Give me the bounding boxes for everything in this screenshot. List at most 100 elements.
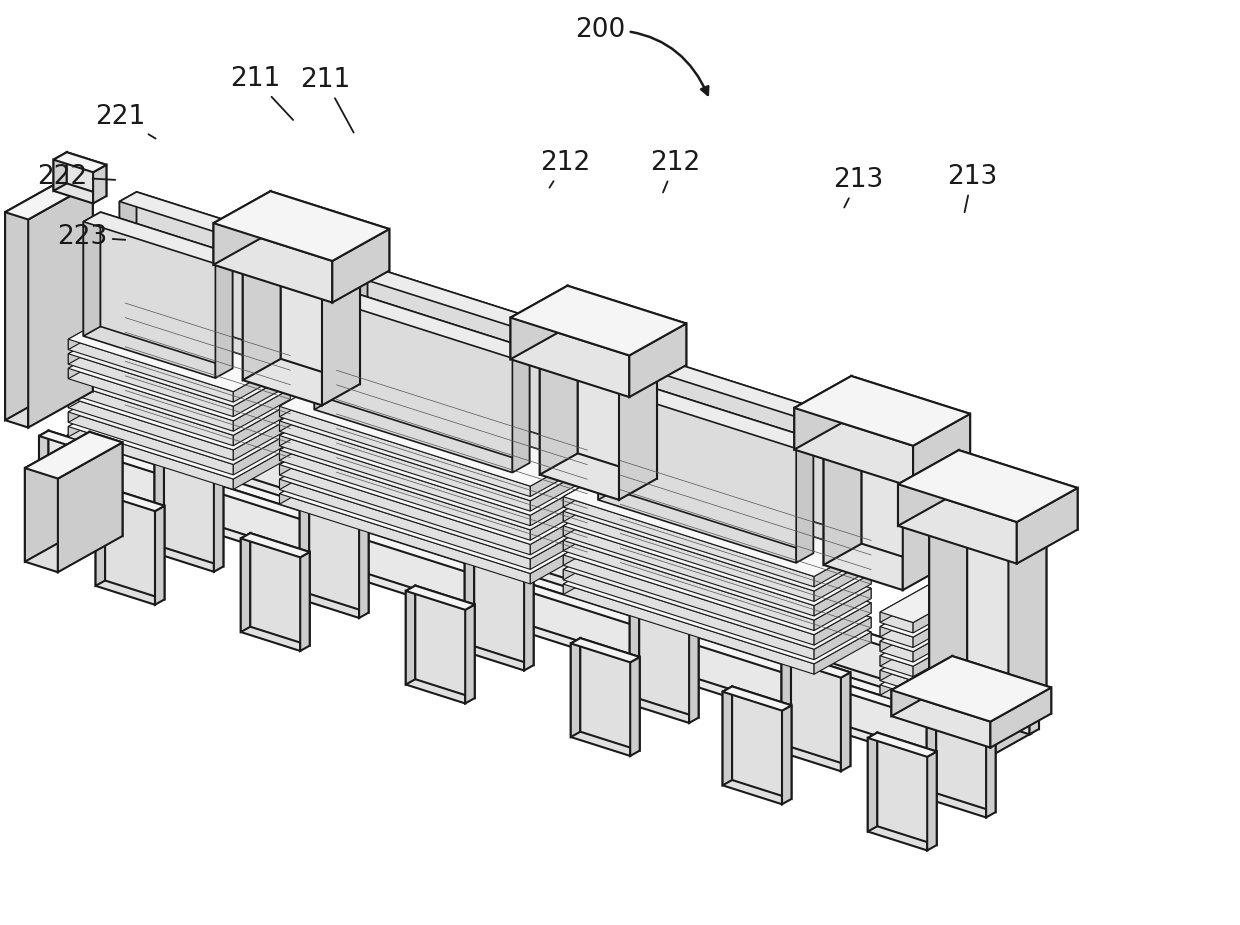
Polygon shape — [511, 286, 568, 359]
Polygon shape — [5, 212, 29, 427]
Polygon shape — [723, 692, 782, 804]
Polygon shape — [815, 574, 870, 616]
Polygon shape — [926, 699, 936, 798]
Polygon shape — [213, 191, 270, 265]
Polygon shape — [465, 552, 474, 651]
Polygon shape — [465, 558, 525, 671]
Polygon shape — [952, 656, 1052, 713]
Polygon shape — [862, 413, 941, 569]
Polygon shape — [25, 432, 89, 561]
Polygon shape — [279, 450, 531, 540]
Polygon shape — [913, 591, 970, 633]
Polygon shape — [247, 243, 356, 292]
Polygon shape — [68, 322, 125, 364]
Polygon shape — [620, 509, 870, 598]
Polygon shape — [279, 462, 588, 574]
Polygon shape — [929, 488, 1047, 536]
Polygon shape — [892, 690, 991, 747]
Polygon shape — [1029, 687, 1039, 734]
Polygon shape — [937, 638, 970, 660]
Polygon shape — [125, 380, 290, 443]
Text: 213: 213 — [833, 167, 883, 207]
Polygon shape — [53, 153, 107, 172]
Polygon shape — [629, 324, 686, 397]
Polygon shape — [880, 580, 937, 623]
Polygon shape — [125, 365, 290, 428]
Polygon shape — [300, 552, 310, 651]
Polygon shape — [563, 497, 815, 586]
Polygon shape — [880, 595, 970, 637]
Polygon shape — [279, 403, 588, 515]
Polygon shape — [543, 338, 653, 387]
Polygon shape — [892, 656, 1052, 722]
Polygon shape — [83, 212, 100, 336]
Polygon shape — [243, 250, 322, 405]
Polygon shape — [68, 337, 125, 378]
Polygon shape — [243, 228, 280, 380]
Polygon shape — [832, 419, 849, 543]
Polygon shape — [511, 286, 686, 355]
Polygon shape — [563, 509, 870, 620]
Polygon shape — [300, 500, 309, 599]
Polygon shape — [1017, 488, 1078, 563]
Polygon shape — [29, 183, 93, 427]
Polygon shape — [913, 635, 970, 676]
Polygon shape — [105, 393, 1039, 693]
Polygon shape — [53, 153, 67, 191]
Polygon shape — [781, 653, 851, 678]
Polygon shape — [304, 243, 356, 302]
Polygon shape — [247, 276, 299, 334]
Polygon shape — [892, 656, 952, 716]
Polygon shape — [630, 657, 640, 756]
Polygon shape — [903, 438, 941, 590]
Polygon shape — [119, 191, 269, 243]
Polygon shape — [868, 738, 928, 850]
Polygon shape — [465, 552, 533, 577]
Polygon shape — [615, 376, 813, 553]
Polygon shape — [95, 487, 105, 586]
Polygon shape — [279, 448, 336, 489]
Polygon shape — [531, 498, 588, 540]
Polygon shape — [929, 488, 967, 692]
Polygon shape — [279, 375, 588, 487]
Polygon shape — [279, 433, 588, 545]
Polygon shape — [125, 337, 290, 400]
Polygon shape — [563, 570, 815, 660]
Polygon shape — [279, 418, 588, 530]
Polygon shape — [233, 433, 290, 475]
Polygon shape — [913, 605, 970, 648]
Polygon shape — [880, 623, 937, 666]
Polygon shape — [795, 376, 852, 450]
Polygon shape — [47, 413, 1032, 741]
Polygon shape — [332, 229, 389, 302]
Polygon shape — [815, 632, 870, 674]
Polygon shape — [69, 176, 93, 391]
Polygon shape — [971, 708, 1032, 768]
Polygon shape — [68, 380, 290, 464]
Polygon shape — [241, 533, 250, 632]
Polygon shape — [620, 552, 870, 642]
Polygon shape — [58, 442, 123, 573]
Polygon shape — [125, 307, 290, 370]
Polygon shape — [937, 580, 970, 601]
Polygon shape — [620, 464, 870, 555]
Polygon shape — [25, 432, 123, 478]
Text: 200: 200 — [575, 17, 708, 95]
Polygon shape — [250, 533, 310, 646]
Text: 211: 211 — [229, 66, 293, 120]
Polygon shape — [796, 438, 813, 563]
Polygon shape — [68, 398, 233, 461]
Polygon shape — [405, 586, 415, 684]
Polygon shape — [880, 595, 937, 637]
Polygon shape — [367, 265, 565, 443]
Polygon shape — [539, 345, 619, 500]
Polygon shape — [360, 519, 368, 618]
Polygon shape — [563, 523, 620, 565]
Polygon shape — [880, 671, 913, 691]
Polygon shape — [568, 286, 686, 365]
Polygon shape — [563, 540, 815, 631]
Polygon shape — [570, 638, 640, 662]
Polygon shape — [548, 328, 565, 452]
Polygon shape — [336, 403, 588, 494]
Polygon shape — [279, 464, 531, 555]
